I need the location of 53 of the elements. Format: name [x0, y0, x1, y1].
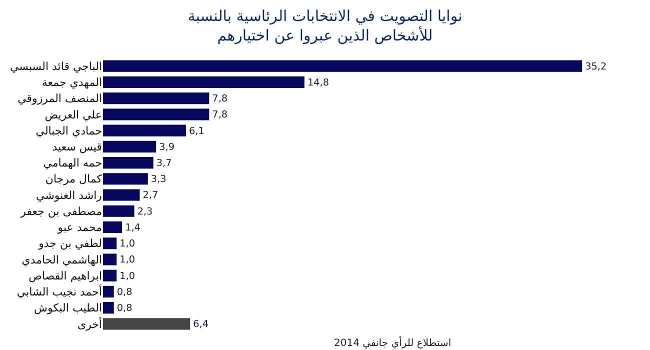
bar: [103, 124, 186, 136]
data-label: 1,0: [120, 270, 135, 282]
y-tick-label: الطيب البكوش: [34, 302, 102, 315]
data-label: 6,1: [189, 126, 204, 137]
y-tick-label: الباجي قائد السبسي: [10, 60, 102, 73]
data-label: 6,4: [193, 319, 208, 330]
y-tick-label: لطفي بن جدو: [38, 237, 102, 250]
bar: [103, 254, 117, 266]
y-tick-label: ابراهيم القصاص: [28, 269, 102, 282]
data-label: 1,4: [125, 222, 140, 234]
bar: [103, 238, 117, 250]
y-tick-label: كمال مرجان: [45, 172, 103, 186]
data-label: 3,9: [159, 142, 174, 153]
data-label: 14,8: [307, 77, 329, 88]
data-label: 3,7: [156, 158, 172, 169]
text: استطلاع للرأي جانفي 2014: [334, 336, 452, 349]
bar: [103, 270, 117, 282]
data-label: 1,0: [120, 254, 135, 266]
bar: [103, 189, 140, 201]
bar: [103, 140, 156, 152]
data-label: 2,7: [142, 190, 158, 202]
data-label: 7,8: [212, 94, 228, 105]
bar: [103, 205, 134, 217]
data-label: 0,8: [116, 303, 132, 314]
bar: [103, 318, 190, 330]
bar: [103, 221, 122, 234]
bar: [103, 302, 114, 314]
chart-title: نوايا التصويت في الانتخابات الرئاسية بالنسبة للأشخاص الذين عبروا عن اختيارهم: [188, 7, 462, 44]
y-tick-label: راشد الغنوشي: [36, 188, 102, 202]
bar: [103, 92, 210, 104]
data-label: 0,8: [116, 286, 132, 298]
data-label: 2,3: [137, 206, 153, 218]
bar: [103, 76, 304, 88]
data-label: 1,0: [120, 238, 135, 250]
data-label: 35,2: [585, 61, 607, 72]
y-tick-label: حمه الهمامي: [43, 156, 102, 170]
bar: [103, 108, 210, 120]
y-tick-label: قيس سعيد: [52, 140, 102, 154]
data-label: 7,8: [212, 110, 228, 121]
y-tick-label: أحمد نجيب الشابي: [16, 284, 102, 299]
data-label: 3,3: [150, 174, 166, 186]
y-tick-label: محمد عبو: [56, 221, 102, 234]
y-tick-label: مصطفى بن جعفر: [20, 204, 102, 218]
y-tick-label: حمادي الجبالي: [36, 124, 102, 138]
y-tick-label: المنصف المرزوقي: [18, 92, 102, 106]
bar: [103, 173, 148, 185]
y-tick-label: الهاشمي الحامدي: [22, 253, 102, 266]
y-tick-label: أخرى: [77, 316, 102, 331]
bar: [103, 156, 154, 169]
y-tick-label: علي العريض: [44, 108, 102, 122]
y-tick-label: المهدي جمعة: [42, 76, 102, 90]
bar: [103, 286, 114, 298]
bar: [103, 60, 582, 72]
